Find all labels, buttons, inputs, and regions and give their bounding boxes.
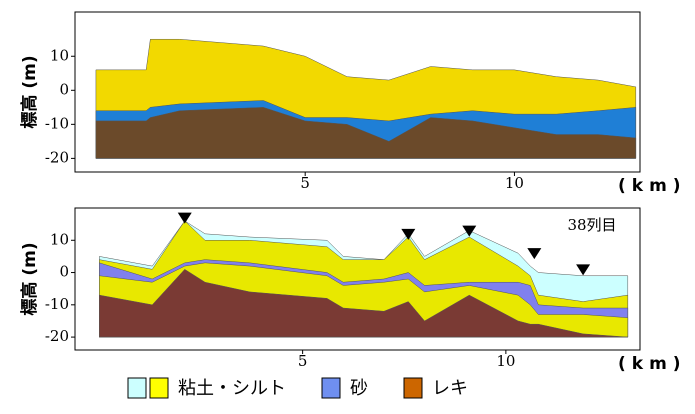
- y-tick-label: -10: [45, 114, 69, 132]
- legend-label: レキ: [432, 378, 468, 399]
- y-axis-label: 標高 (m): [19, 55, 40, 128]
- y-tick-label: 0: [59, 80, 69, 98]
- legend-label: 粘土・シルト: [178, 378, 286, 399]
- y-tick-label: 10: [50, 230, 69, 248]
- figure: 10 0 -10 -20 5 10 標高 (m) (km) 10 0 -10 -20 5 10 標高 (m)…: [0, 0, 695, 414]
- x-axis-label: (km): [618, 176, 687, 196]
- x-tick-label: 5: [300, 174, 310, 192]
- well-marker: [401, 229, 415, 240]
- well-marker: [178, 213, 192, 224]
- legend-swatch: [404, 378, 422, 398]
- y-tick-label: 0: [59, 263, 69, 281]
- x-tick-label: 10: [496, 352, 515, 370]
- legend-label: 砂: [350, 378, 368, 399]
- y-axis-label: 標高 (m): [19, 242, 40, 315]
- well-marker: [527, 248, 541, 259]
- page: 10 0 -10 -20 5 10 標高 (m) (km) 10 0 -10 -20 5 10 標高 (m)…: [0, 0, 695, 414]
- legend-swatch: [150, 378, 168, 398]
- annotation: 38列目: [567, 216, 616, 234]
- x-tick-label: 10: [505, 174, 524, 192]
- y-tick-label: -20: [45, 327, 69, 345]
- x-tick-label: 5: [298, 352, 308, 370]
- legend-swatch: [128, 378, 146, 398]
- y-tick-label: 10: [50, 46, 69, 64]
- well-marker: [576, 264, 590, 275]
- legend-swatch: [322, 378, 340, 398]
- y-tick-label: -20: [45, 148, 69, 166]
- y-tick-label: -10: [45, 295, 69, 313]
- x-axis-label: (km): [618, 354, 687, 374]
